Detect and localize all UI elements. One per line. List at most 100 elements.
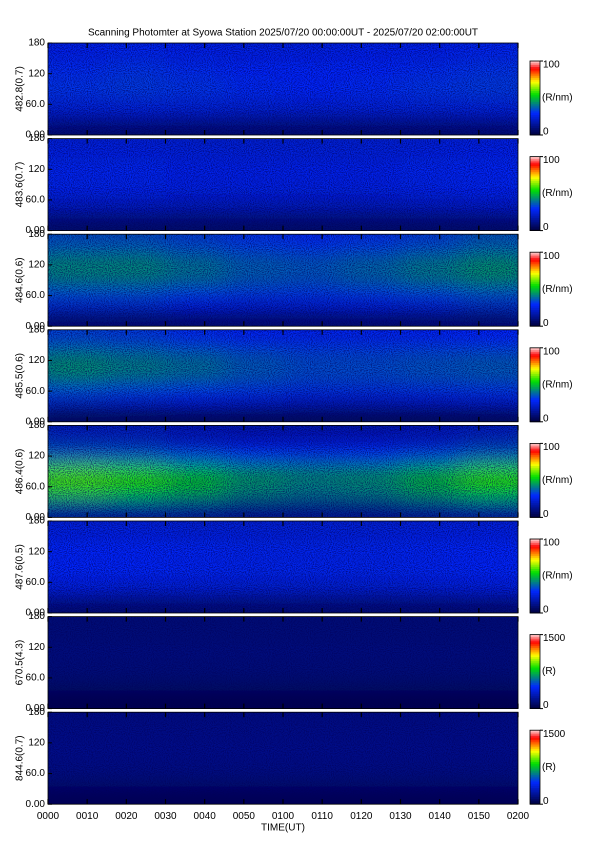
x-tick-label: 0140 <box>429 811 452 822</box>
colorbar-step <box>530 495 540 498</box>
colorbar-tick-label: 100 <box>543 346 560 357</box>
colorbar-step <box>530 254 540 257</box>
colorbar-step <box>530 407 540 410</box>
colorbar <box>529 442 541 518</box>
colorbar-step <box>530 680 540 684</box>
colorbar-step <box>530 316 540 320</box>
colorbar-step <box>530 173 540 176</box>
colorbar-frame <box>529 538 541 614</box>
colorbar-step <box>530 493 540 496</box>
colorbar-step <box>530 353 540 356</box>
colorbar-step <box>530 217 540 220</box>
colorbar-step <box>530 794 540 798</box>
colorbar-step <box>530 706 540 709</box>
x-tick-label: 0020 <box>115 811 138 822</box>
x-tick-label: 0010 <box>76 811 99 822</box>
colorbar-step <box>530 296 540 299</box>
colorbar-step <box>530 607 540 610</box>
colorbar-step <box>530 355 540 358</box>
colorbar-step <box>530 169 540 172</box>
colorbar <box>529 634 541 709</box>
colorbar-step <box>530 403 540 406</box>
colorbar-step <box>530 164 540 167</box>
colorbar-step <box>530 285 540 288</box>
colorbar-step <box>530 191 540 194</box>
colorbar-step <box>530 746 540 750</box>
colorbar-step <box>530 649 540 652</box>
colorbar-step <box>530 504 540 507</box>
colorbar-step <box>530 212 540 215</box>
colorbar-step <box>530 654 540 658</box>
colorbar-step <box>530 587 540 590</box>
colorbar-step <box>530 669 540 672</box>
colorbar-tick-label: 0 <box>543 796 549 807</box>
colorbar-step <box>530 101 540 104</box>
colorbar-step <box>530 112 540 116</box>
colorbar-step <box>530 540 540 544</box>
colorbar-step <box>530 474 540 478</box>
colorbar-step <box>530 197 540 200</box>
colorbar-step <box>530 90 540 93</box>
colorbar-step <box>530 579 540 582</box>
colorbar-step <box>530 322 540 325</box>
colorbar-step <box>530 469 540 472</box>
colorbar-step <box>530 647 540 650</box>
colorbar-step <box>530 741 540 744</box>
colorbar-label: (R/nm) <box>542 475 573 486</box>
y-axis-label: 484.6(0.6) <box>15 257 26 303</box>
colorbar-step <box>530 397 540 400</box>
colorbar-step <box>530 551 540 555</box>
colorbar-step <box>530 757 540 761</box>
colorbar-step <box>530 311 540 314</box>
y-tick-label: 0.00 <box>26 130 46 141</box>
colorbar-step <box>530 395 540 399</box>
heatmap-panel <box>48 425 518 518</box>
colorbar-step <box>530 219 540 222</box>
colorbar-step <box>530 802 540 805</box>
colorbar-step <box>530 666 540 669</box>
colorbar-step <box>530 370 540 373</box>
colorbar-step <box>530 448 540 452</box>
colorbar-label: (R) <box>542 762 556 773</box>
colorbar-step <box>530 272 540 275</box>
colorbar-step <box>530 408 540 412</box>
colorbar-step <box>530 774 540 777</box>
noise-texture <box>48 712 518 805</box>
colorbar-step <box>530 377 540 380</box>
y-tick-label: 0.00 <box>26 225 46 236</box>
colorbar-step <box>530 443 540 446</box>
colorbar-step <box>530 572 540 575</box>
colorbar-tick-label: 0 <box>543 700 549 711</box>
colorbar-step <box>530 684 540 687</box>
colorbar-step <box>530 394 540 397</box>
colorbar-step <box>530 699 540 702</box>
y-tick-label: 60.0 <box>26 577 46 588</box>
colorbar-step <box>530 557 540 560</box>
colorbar-tick-label: 100 <box>543 442 560 453</box>
colorbar-step <box>530 133 540 136</box>
colorbar-step <box>530 703 540 706</box>
colorbar-step <box>530 270 540 273</box>
colorbar-step <box>530 223 540 226</box>
colorbar-step <box>530 263 540 266</box>
colorbar-frame <box>529 442 541 518</box>
colorbar-step <box>530 763 540 766</box>
colorbar-step <box>530 737 540 740</box>
colorbar-step <box>530 553 540 557</box>
colorbar-step <box>530 129 540 132</box>
colorbar-step <box>530 265 540 268</box>
colorbar-step <box>530 491 540 494</box>
y-tick-label: 120 <box>28 355 45 366</box>
colorbar-step <box>530 125 540 128</box>
colorbar-step <box>530 583 540 586</box>
colorbar-tick-label: 0 <box>543 509 549 520</box>
colorbar-label: (R/nm) <box>542 188 573 199</box>
colorbar-step <box>530 660 540 663</box>
colorbar-step <box>530 473 540 476</box>
colorbar-step <box>530 94 540 97</box>
colorbar-step <box>530 357 540 360</box>
colorbar-step <box>530 563 540 566</box>
colorbar-step <box>530 476 540 479</box>
colorbar-step <box>530 776 540 779</box>
noise-texture <box>48 425 518 518</box>
